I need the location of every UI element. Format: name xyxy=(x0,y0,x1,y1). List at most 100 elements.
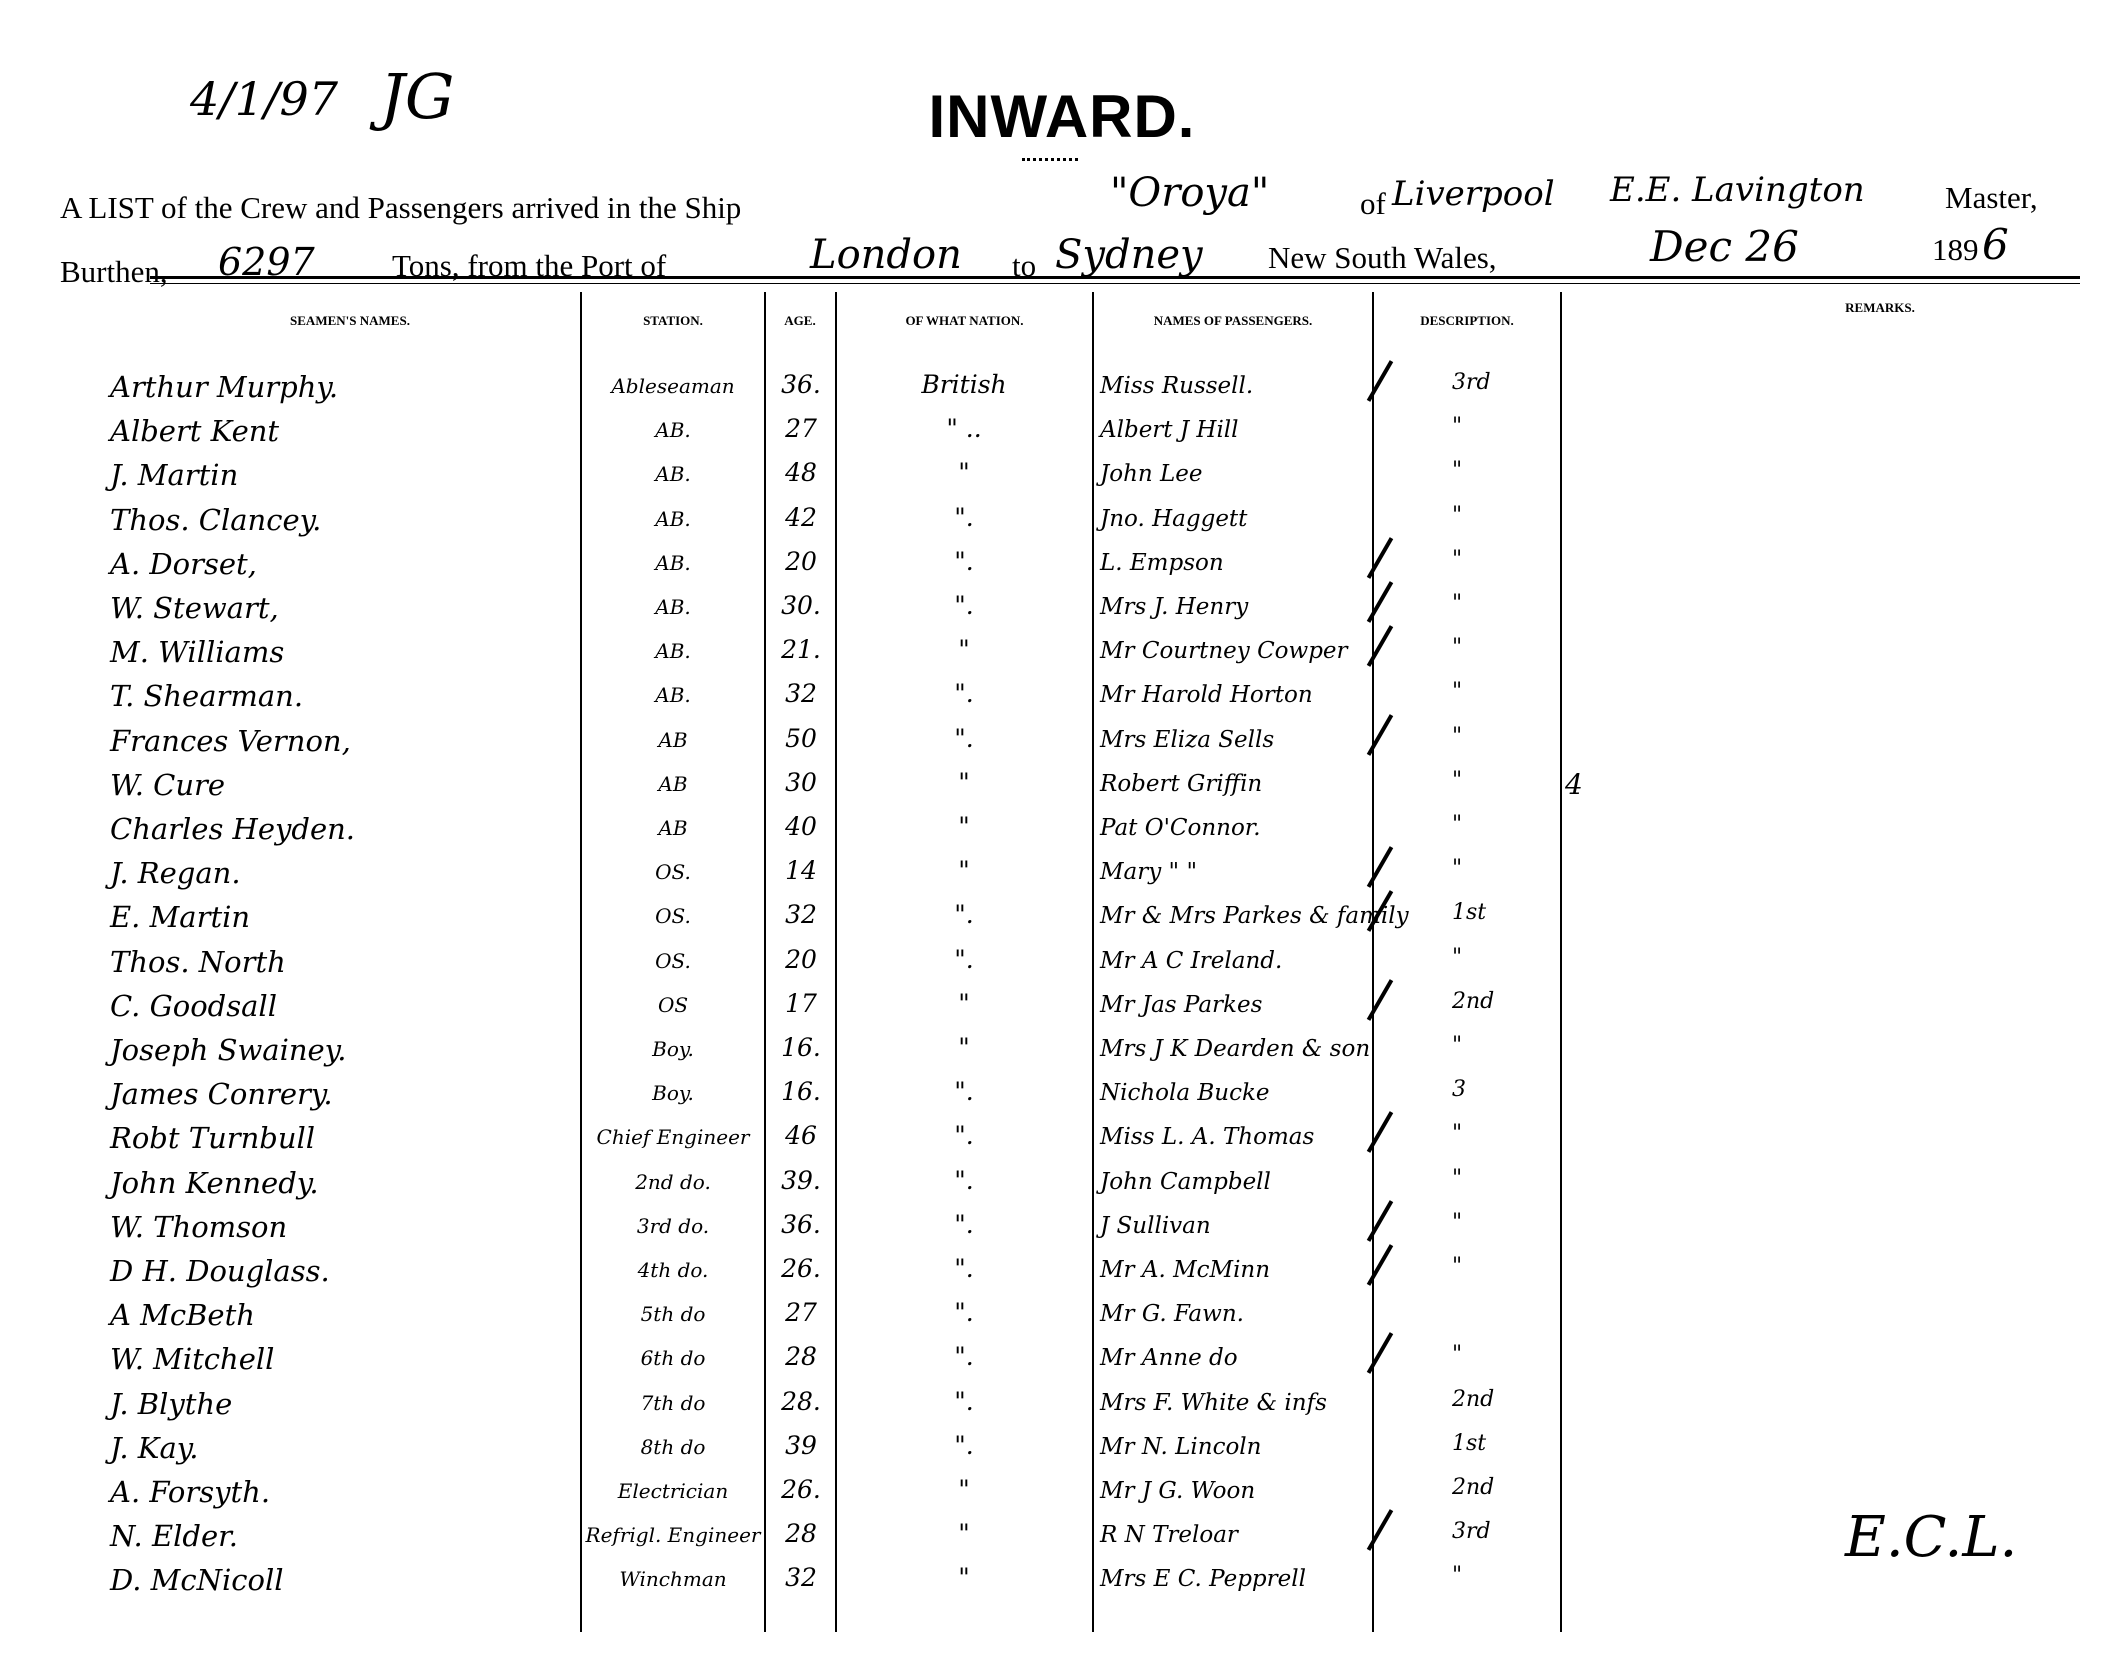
table-row: W. Mitchell 6th do 28 ". Mr Anne do " xyxy=(0,1332,2124,1382)
seaman-name: Charles Heyden. xyxy=(110,812,356,846)
passenger-name: Mr J G. Woon xyxy=(1100,1478,1256,1504)
passenger-name: Mr A C Ireland. xyxy=(1100,947,1283,974)
check-mark-icon xyxy=(1366,581,1394,623)
master-label: Master, xyxy=(1945,180,2038,215)
check-mark-icon xyxy=(1366,1509,1394,1552)
age: 14 xyxy=(785,856,817,886)
station: OS. xyxy=(655,860,691,885)
column-header-seamen: Seamen's Names. xyxy=(290,313,410,328)
passenger-name: Mr Courtney Cowper xyxy=(1100,638,1348,665)
passenger-description: " xyxy=(1452,1254,1463,1279)
table-row: A. Dorset, AB. 20 ". L. Empson " xyxy=(0,536,2124,587)
station: Winchman xyxy=(619,1567,727,1592)
column-rule xyxy=(1560,292,1562,1632)
table-row: M. Williams AB. 21. " Mr Courtney Cowper " xyxy=(0,625,2124,675)
nation: ". xyxy=(954,591,974,620)
passenger-description: 3 xyxy=(1452,1077,1466,1103)
list-heading-prefix: A LIST of the Crew and Passengers arrive… xyxy=(60,190,742,225)
nation: " xyxy=(958,767,970,797)
seaman-name: A McBeth xyxy=(110,1298,255,1333)
burthen-label: Burthen, xyxy=(60,254,168,289)
passenger-description: " xyxy=(1452,1033,1463,1058)
passenger-description: 3rd xyxy=(1452,1519,1491,1545)
passenger-name: Mr G. Fawn. xyxy=(1100,1301,1244,1328)
signature-initials: E.C.L. xyxy=(1845,1505,2018,1570)
station: 5th do xyxy=(640,1302,706,1327)
nation: " xyxy=(958,856,970,886)
seaman-name: W. Mitchell xyxy=(110,1342,275,1377)
age: 16. xyxy=(781,1033,821,1062)
station: Electrician xyxy=(617,1479,729,1503)
nation: " xyxy=(958,812,970,841)
passenger-description: " xyxy=(1452,767,1463,793)
age: 26. xyxy=(781,1254,821,1283)
nation: ". xyxy=(954,1209,974,1239)
seaman-name: Thos. Clancey. xyxy=(110,502,322,537)
age: 40 xyxy=(785,812,817,841)
nation: " xyxy=(958,1519,970,1549)
age: 46 xyxy=(785,1121,817,1151)
table-row: Thos. North OS. 20 ". Mr A C Ireland. " xyxy=(0,941,2124,985)
nation: ". xyxy=(954,1298,974,1328)
table-row: Robt Turnbull Chief Engineer 46 ". Miss L. A… xyxy=(0,1111,2124,1161)
passenger-name: Mr Anne do xyxy=(1100,1345,1238,1372)
station: Ableseaman xyxy=(611,374,735,398)
column-header-description: Description. xyxy=(1420,313,1514,328)
nation: ". xyxy=(954,1165,974,1195)
passenger-description: " xyxy=(1452,1165,1463,1191)
table-row: C. Goodsall OS 17 " Mr Jas Parkes 2nd xyxy=(0,978,2124,1029)
seaman-name: J. Kay. xyxy=(110,1430,199,1465)
station: Boy. xyxy=(652,1081,694,1106)
age: 20 xyxy=(785,944,817,974)
table-row: D. McNicoll Winchman 32 " Mrs E C. Pepprell " xyxy=(0,1559,2124,1603)
seaman-name: T. Shearman. xyxy=(110,679,304,714)
title-dots-divider xyxy=(1022,158,1078,161)
column-rule xyxy=(835,292,837,1632)
nation: ". xyxy=(954,723,974,753)
nation: ". xyxy=(954,1121,974,1151)
station: OS. xyxy=(655,948,691,973)
seaman-name: A. Forsyth. xyxy=(110,1475,271,1509)
seaman-name: D. McNicoll xyxy=(110,1563,284,1598)
seaman-name: M. Williams xyxy=(110,635,285,670)
table-row: Charles Heyden. AB 40 " Pat O'Connor. " xyxy=(0,808,2124,852)
station: AB. xyxy=(655,639,691,664)
station: AB. xyxy=(655,462,691,487)
table-row: Albert Kent AB. 27 " .. Albert J Hill " xyxy=(0,410,2124,454)
column-rule xyxy=(1092,292,1094,1632)
seaman-name: J. Regan. xyxy=(110,856,241,891)
station: OS. xyxy=(655,904,691,929)
year-handwritten: 6 xyxy=(1982,220,2009,269)
age: 17 xyxy=(785,988,817,1018)
nation: British xyxy=(921,370,1007,399)
age: 27 xyxy=(785,414,817,444)
passenger-name: Mr Jas Parkes xyxy=(1100,991,1263,1018)
check-mark-icon xyxy=(1366,1244,1394,1286)
annotation-date: 4/1/97 xyxy=(190,72,339,126)
age: 26. xyxy=(781,1475,821,1504)
seaman-name: J. Martin xyxy=(110,458,239,493)
station: 6th do xyxy=(640,1346,706,1371)
passenger-description: 2nd xyxy=(1452,988,1495,1014)
passenger-name: Mr A. McMinn xyxy=(1100,1257,1271,1283)
passenger-name: Miss L. A. Thomas xyxy=(1100,1124,1315,1151)
seaman-name: W. Cure xyxy=(110,767,226,802)
table-row: E. Martin OS. 32 ". Mr & Mrs Parkes & family… xyxy=(0,890,2124,940)
check-mark-icon xyxy=(1366,625,1394,668)
nation: " xyxy=(958,458,970,488)
column-rule xyxy=(1372,292,1374,1632)
seaman-name: C. Goodsall xyxy=(110,988,277,1023)
nation: " xyxy=(958,1563,970,1593)
station: 8th do xyxy=(640,1434,706,1459)
age: 20 xyxy=(785,546,817,576)
station: 7th do xyxy=(640,1390,706,1415)
check-mark-icon xyxy=(1366,536,1394,579)
station: AB. xyxy=(655,550,691,575)
table-row: Frances Vernon, AB 50 ". Mrs Eliza Sells " xyxy=(0,713,2124,764)
station: AB xyxy=(658,727,688,752)
check-mark-icon xyxy=(1366,846,1394,889)
seaman-name: Joseph Swainey. xyxy=(110,1033,347,1067)
age: 21. xyxy=(781,635,821,665)
age: 50 xyxy=(785,723,817,753)
column-header-remarks: Remarks. xyxy=(1845,300,1915,315)
